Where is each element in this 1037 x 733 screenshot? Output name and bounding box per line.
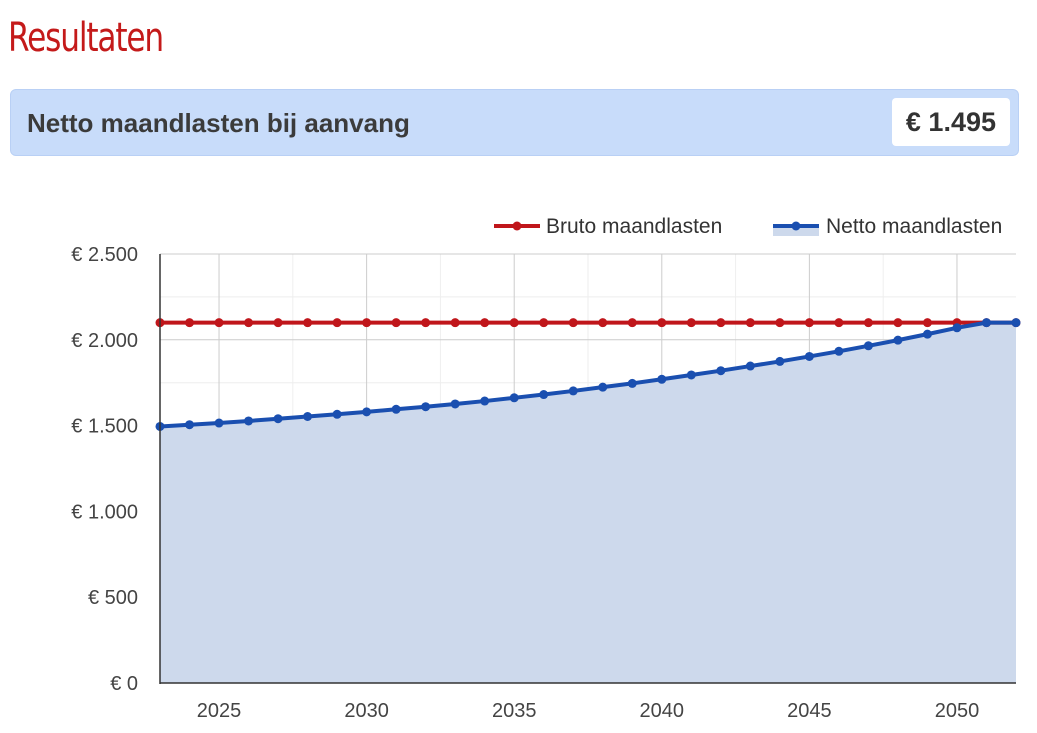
data-point-netto: [332, 409, 342, 419]
x-tick-label: 2050: [935, 700, 980, 722]
y-tick-label: € 1.500: [71, 416, 138, 438]
data-point-netto: [834, 346, 844, 356]
data-point-netto: [716, 366, 726, 376]
data-point-netto: [509, 393, 519, 403]
data-point-netto: [952, 323, 962, 333]
legend-swatch-point: [791, 221, 801, 231]
result-label: Netto maandlasten bij aanvang: [27, 108, 410, 138]
y-tick-label: € 0: [110, 673, 138, 695]
data-point-netto: [893, 335, 903, 345]
data-point-bruto: [303, 318, 313, 328]
data-point-bruto: [273, 318, 283, 328]
data-point-bruto: [775, 318, 785, 328]
data-point-bruto: [834, 318, 844, 328]
data-point-bruto: [362, 318, 372, 328]
data-point-netto: [657, 374, 667, 384]
x-tick-label: 2025: [197, 700, 242, 722]
chart-legend: Bruto maandlasten Netto maandlasten: [494, 215, 1002, 238]
data-point-bruto: [539, 318, 549, 328]
data-point-bruto: [568, 318, 578, 328]
data-point-netto: [303, 412, 313, 422]
data-point-bruto: [598, 318, 608, 328]
data-point-netto: [686, 370, 696, 380]
data-point-netto: [775, 356, 785, 366]
data-point-bruto: [332, 318, 342, 328]
legend-swatch-point: [512, 221, 522, 231]
data-point-netto: [981, 318, 991, 328]
y-tick-label: € 2.500: [71, 244, 138, 266]
data-point-netto: [185, 420, 195, 430]
data-point-netto: [539, 390, 549, 400]
data-point-netto: [598, 382, 608, 392]
data-point-netto: [1011, 318, 1021, 328]
data-point-bruto: [863, 318, 873, 328]
data-point-bruto: [893, 318, 903, 328]
page-title: Resultaten: [8, 15, 164, 61]
data-point-bruto: [716, 318, 726, 328]
y-tick-label: € 2.000: [71, 330, 138, 352]
data-point-netto: [362, 407, 372, 417]
data-point-netto: [273, 414, 283, 424]
data-point-netto: [922, 329, 932, 339]
result-value: € 1.495: [891, 98, 1010, 146]
x-tick-label: 2040: [640, 700, 685, 722]
data-point-netto: [421, 402, 431, 412]
chart-line-layer: [155, 318, 1021, 431]
data-point-bruto: [214, 318, 224, 328]
data-point-netto: [863, 341, 873, 351]
data-point-netto: [391, 404, 401, 414]
data-point-bruto: [509, 318, 519, 328]
data-point-bruto: [922, 318, 932, 328]
data-point-netto: [450, 399, 460, 409]
x-tick-label: 2030: [344, 700, 389, 722]
series-line-netto: [159, 320, 1016, 429]
data-point-netto: [627, 378, 637, 388]
data-point-netto: [745, 361, 755, 371]
x-tick-label: 2035: [492, 700, 537, 722]
data-point-bruto: [244, 318, 254, 328]
data-point-bruto: [686, 318, 696, 328]
data-point-bruto: [421, 318, 431, 328]
data-point-bruto: [627, 318, 637, 328]
data-point-bruto: [391, 318, 401, 328]
data-point-bruto: [480, 318, 490, 328]
data-point-bruto: [185, 318, 195, 328]
x-tick-label: 2045: [787, 700, 832, 722]
data-point-bruto: [745, 318, 755, 328]
y-tick-label: € 1.000: [71, 501, 138, 523]
data-point-bruto: [804, 318, 814, 328]
data-point-netto: [214, 418, 224, 428]
result-summary-box: Netto maandlasten bij aanvang € 1.495: [10, 89, 1019, 156]
legend-label: Bruto maandlasten: [546, 215, 722, 238]
data-point-netto: [244, 416, 254, 426]
data-point-netto: [804, 351, 814, 361]
legend-label: Netto maandlasten: [826, 215, 1002, 238]
data-point-bruto: [657, 318, 667, 328]
data-point-netto: [480, 396, 490, 406]
data-point-netto: [568, 386, 578, 396]
data-point-bruto: [450, 318, 460, 328]
legend-swatch-area: [773, 226, 819, 236]
legend-item-netto[interactable]: Netto maandlasten: [773, 215, 1002, 238]
chart-axes: € 0 € 500 € 1.000 € 1.500 € 2.000 € 2.500 2025…: [71, 244, 1016, 722]
legend-item-bruto[interactable]: Bruto maandlasten: [494, 215, 722, 238]
y-tick-label: € 500: [88, 587, 138, 609]
